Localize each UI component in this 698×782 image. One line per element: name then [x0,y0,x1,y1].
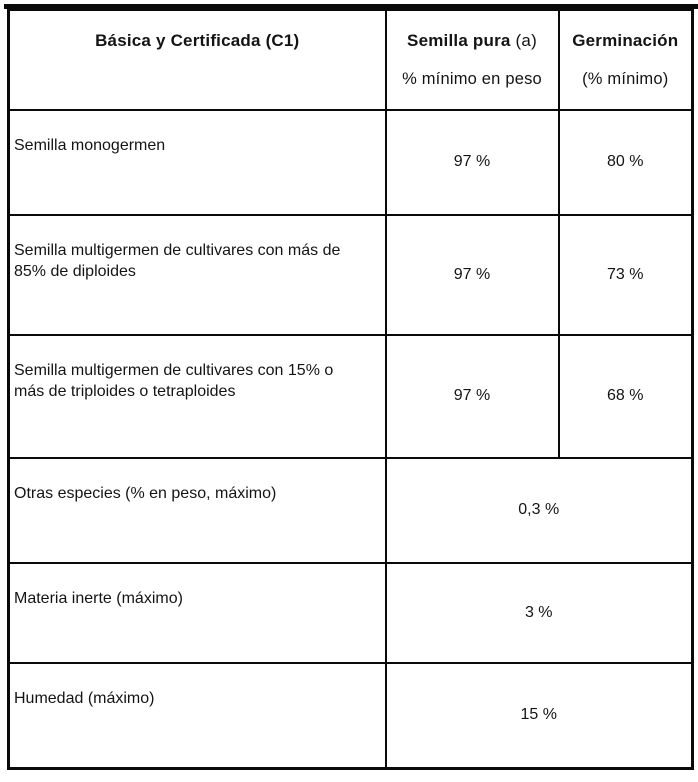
header-semilla-pura: Semilla pura (a) % mínimo en peso [384,8,560,111]
row-label-cell: Otras especies (% en peso, máximo) [7,456,387,564]
table-row: Humedad (máximo) 15 % [7,661,694,770]
header-category-label: Básica y Certificada (C1) [95,31,300,50]
header-semilla-pura-bold: Semilla pura [407,31,511,50]
table-row: Materia inerte (máximo) 3 % [7,561,694,664]
header-semilla-pura-note: (a) [515,31,537,50]
row-label-cell: Semilla multigermen de cultivares con 15… [7,333,387,459]
row-label-cell: Materia inerte (máximo) [7,561,387,664]
top-rule [4,4,698,9]
table-row: Semilla multigermen de cultivares con 15… [7,333,694,459]
germinacion-value-cell: 73 % [557,213,694,336]
table-row: Semilla multigermen de cultivares con má… [7,213,694,336]
merged-value-cell: 3 % [384,561,694,664]
table-row: Otras especies (% en peso, máximo) 0,3 % [7,456,694,564]
merged-value-cell: 15 % [384,661,694,770]
table-header-row: Básica y Certificada (C1) Semilla pura (a… [7,8,694,111]
semilla-pura-value-cell: 97 % [384,108,560,216]
header-germinacion: Germinación (% mínimo) [557,8,694,111]
header-germinacion-title: Germinación [572,31,679,50]
semilla-pura-value-cell: 97 % [384,333,560,459]
header-category: Básica y Certificada (C1) [7,8,387,111]
header-semilla-pura-title: Semilla pura (a) [388,31,557,51]
row-label-cell: Humedad (máximo) [7,661,387,770]
table-row: Semilla monogermen 97 % 80 % [7,108,694,216]
seed-standards-table: Básica y Certificada (C1) Semilla pura (a… [7,8,694,770]
germinacion-value-cell: 80 % [557,108,694,216]
germinacion-value-cell: 68 % [557,333,694,459]
header-germinacion-subtitle: (% mínimo) [582,70,669,88]
row-label-cell: Semilla monogermen [7,108,387,216]
semilla-pura-value-cell: 97 % [384,213,560,336]
header-semilla-pura-subtitle: % mínimo en peso [402,70,542,88]
merged-value-cell: 0,3 % [384,456,694,564]
row-label-cell: Semilla multigermen de cultivares con má… [7,213,387,336]
